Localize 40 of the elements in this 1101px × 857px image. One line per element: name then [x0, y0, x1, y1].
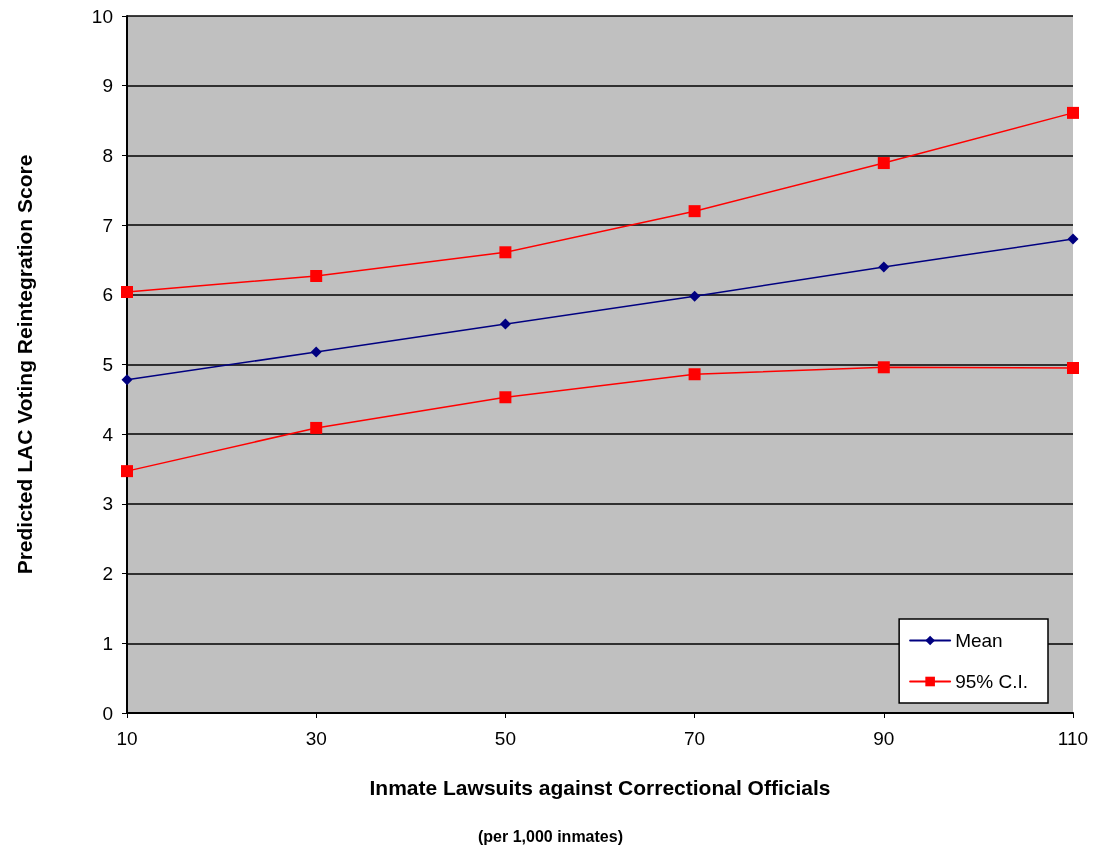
- point: [878, 261, 890, 273]
- y-tick-label: 5: [102, 354, 113, 375]
- point: [499, 391, 512, 404]
- y-tick-label: 7: [102, 214, 113, 236]
- point: [1067, 233, 1079, 245]
- x-tick-label: 10: [116, 728, 138, 749]
- legend-label: Mean: [955, 630, 1003, 651]
- y-tick-label: 6: [102, 284, 113, 306]
- legend-label: 95% C.I.: [955, 671, 1029, 692]
- x-tick-label: 110: [1057, 728, 1089, 749]
- point: [688, 205, 701, 218]
- point: [310, 269, 323, 282]
- x-tick-label: 70: [684, 728, 706, 749]
- y-tick-label: 1: [102, 632, 113, 654]
- y-tick-label: 10: [91, 5, 113, 27]
- point: [1067, 106, 1079, 119]
- x-tick-label: 30: [305, 728, 327, 749]
- point: [121, 465, 133, 478]
- x-tick-label: 90: [873, 728, 895, 749]
- y-axis-title: Predicted LAC Voting Reintegration Score: [13, 154, 36, 575]
- point: [688, 368, 701, 381]
- y-tick-label: 4: [102, 423, 114, 445]
- y-tick-label: 3: [102, 493, 113, 515]
- text: (per 1,000 inmates): [478, 827, 623, 845]
- point: [689, 290, 701, 302]
- y-tick-label: 0: [102, 702, 113, 724]
- x-tick-label: 50: [494, 728, 516, 749]
- y-tick-label: 2: [102, 563, 113, 585]
- point: [1067, 361, 1079, 374]
- point: [877, 157, 890, 170]
- point: [121, 374, 133, 386]
- x-axis-title: Inmate Lawsuits against Correctional Officials: [369, 776, 831, 799]
- point: [310, 346, 322, 358]
- y-tick-label: 9: [102, 75, 113, 97]
- point: [121, 286, 133, 299]
- point: [877, 361, 890, 374]
- point: [499, 318, 511, 330]
- point: [310, 421, 323, 434]
- y-tick-label: 8: [102, 144, 113, 166]
- point: [499, 246, 512, 259]
